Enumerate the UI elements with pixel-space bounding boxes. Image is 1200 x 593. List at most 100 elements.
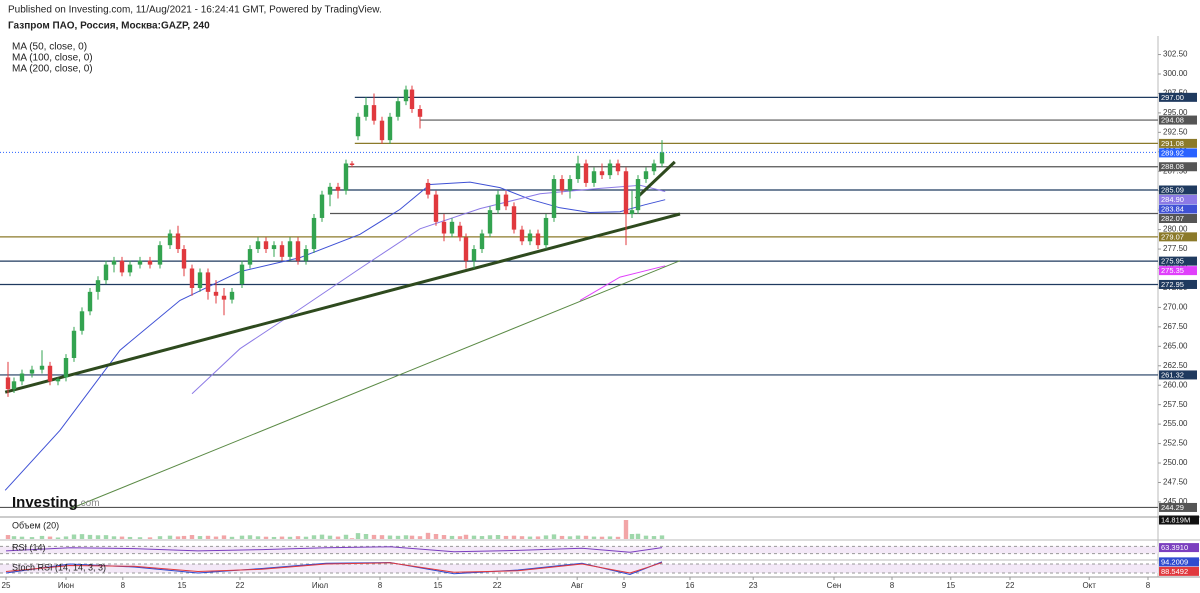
volume-bar: [279, 536, 285, 539]
volume-bar: [157, 536, 163, 539]
volume-bar: [355, 533, 361, 539]
volume-bar: [239, 535, 245, 539]
candle-body: [395, 101, 401, 117]
indicator: MA (200, close, 0): [12, 64, 93, 75]
x-tick-label: 8: [121, 581, 126, 590]
candle-body: [387, 116, 393, 141]
volume-bar: [175, 536, 181, 539]
candle-body: [29, 369, 35, 374]
y-tick-label: 252.50: [1163, 439, 1188, 448]
indicator: MA (50, close, 0): [12, 42, 87, 53]
trend-line: [634, 160, 676, 200]
volume-bar: [271, 536, 277, 539]
price-box: [1159, 557, 1199, 567]
candle-body: [175, 233, 181, 250]
price-box-label: 294.08: [1161, 116, 1184, 125]
trend-line: [4, 212, 681, 394]
candle-body: [335, 186, 341, 191]
candle-body: [205, 272, 211, 292]
candle-body: [363, 105, 369, 117]
price-box: [1159, 566, 1199, 576]
moving-average: [191, 184, 666, 395]
volume-bar: [343, 534, 349, 539]
candle-body: [371, 105, 377, 121]
x-tick-label: 25: [2, 581, 11, 590]
y-tick-label: 292.50: [1163, 127, 1188, 136]
candle-body: [213, 291, 219, 296]
y-tick-label: 262.50: [1163, 361, 1188, 370]
volume-bar: [247, 535, 253, 539]
pane-title: Объем (20): [12, 520, 59, 530]
candle-body: [255, 241, 261, 250]
candle-body: [433, 194, 439, 222]
volume-bar: [87, 534, 93, 539]
price-box: [1159, 232, 1197, 242]
x-tick-label: 22: [1006, 581, 1015, 590]
volume-bar: [607, 536, 613, 539]
candle-body: [343, 163, 349, 191]
volume-bar: [457, 536, 463, 539]
volume-bar: [55, 537, 61, 539]
x-tick-label: 22: [236, 581, 245, 590]
candle-body: [457, 225, 463, 238]
indicator-line: [5, 546, 663, 553]
volume-bar: [635, 533, 641, 539]
candle-body: [311, 217, 317, 250]
price-box-label: 284.90: [1161, 195, 1184, 204]
candle-body: [651, 163, 657, 172]
candle-body: [39, 365, 45, 370]
candle-body: [403, 89, 409, 102]
x-tick-label: Июл: [312, 581, 329, 590]
volume-bar: [303, 536, 309, 539]
moving-average: [4, 181, 666, 491]
price-box: [1159, 502, 1197, 512]
volume-bar: [5, 535, 11, 539]
volume-bar: [119, 536, 125, 539]
price-box-label: 291.08: [1161, 139, 1184, 148]
price-box: [1159, 370, 1197, 380]
volume-bar: [29, 537, 35, 539]
x-tick-label: 23: [749, 581, 758, 590]
candle-body: [463, 237, 469, 261]
price-box-label: 94.2009: [1161, 557, 1188, 566]
y-tick-label: 247.50: [1163, 478, 1188, 487]
volume-bar: [395, 535, 401, 539]
price-box: [1159, 185, 1197, 195]
price-box: [1159, 195, 1197, 205]
candle-body: [119, 260, 125, 273]
candle-body: [615, 163, 621, 172]
candle-body: [599, 171, 605, 176]
guide-line: [69, 260, 681, 510]
candle-body: [511, 206, 517, 230]
volume-bar: [349, 538, 355, 539]
volume-bar: [615, 536, 621, 539]
candle-body: [239, 264, 245, 285]
published: Published on Investing.com, 11/Aug/2021 …: [8, 5, 382, 16]
price-box: [1159, 92, 1197, 102]
candle-body: [287, 241, 293, 257]
price-box-label: 272.95: [1161, 280, 1184, 289]
candle-body: [409, 89, 415, 110]
indicator-line: [5, 562, 663, 574]
y-tick-label: 245.00: [1163, 497, 1188, 506]
volume-bar: [63, 536, 69, 539]
candle-body: [5, 377, 11, 390]
volume-bar: [659, 535, 665, 539]
volume-bar: [379, 535, 385, 539]
candle-body: [567, 179, 573, 191]
candle-body: [279, 245, 285, 257]
price-box-label: 275.35: [1161, 266, 1184, 275]
candle-body: [441, 221, 447, 234]
y-tick-label: 260.00: [1163, 380, 1188, 389]
volume-bar: [511, 535, 517, 539]
candle-body: [623, 171, 629, 215]
candle-body: [559, 179, 565, 191]
indicator: MA (100, close, 0): [12, 53, 93, 64]
volume-bar: [551, 534, 557, 539]
candle-body: [181, 249, 187, 269]
candle-body: [487, 210, 493, 234]
candle-body: [425, 182, 431, 195]
volume-bar: [79, 534, 85, 539]
candle-body: [659, 152, 665, 164]
symbol: Газпром ПАО, Россия, Москва:GAZP, 240: [8, 21, 210, 32]
